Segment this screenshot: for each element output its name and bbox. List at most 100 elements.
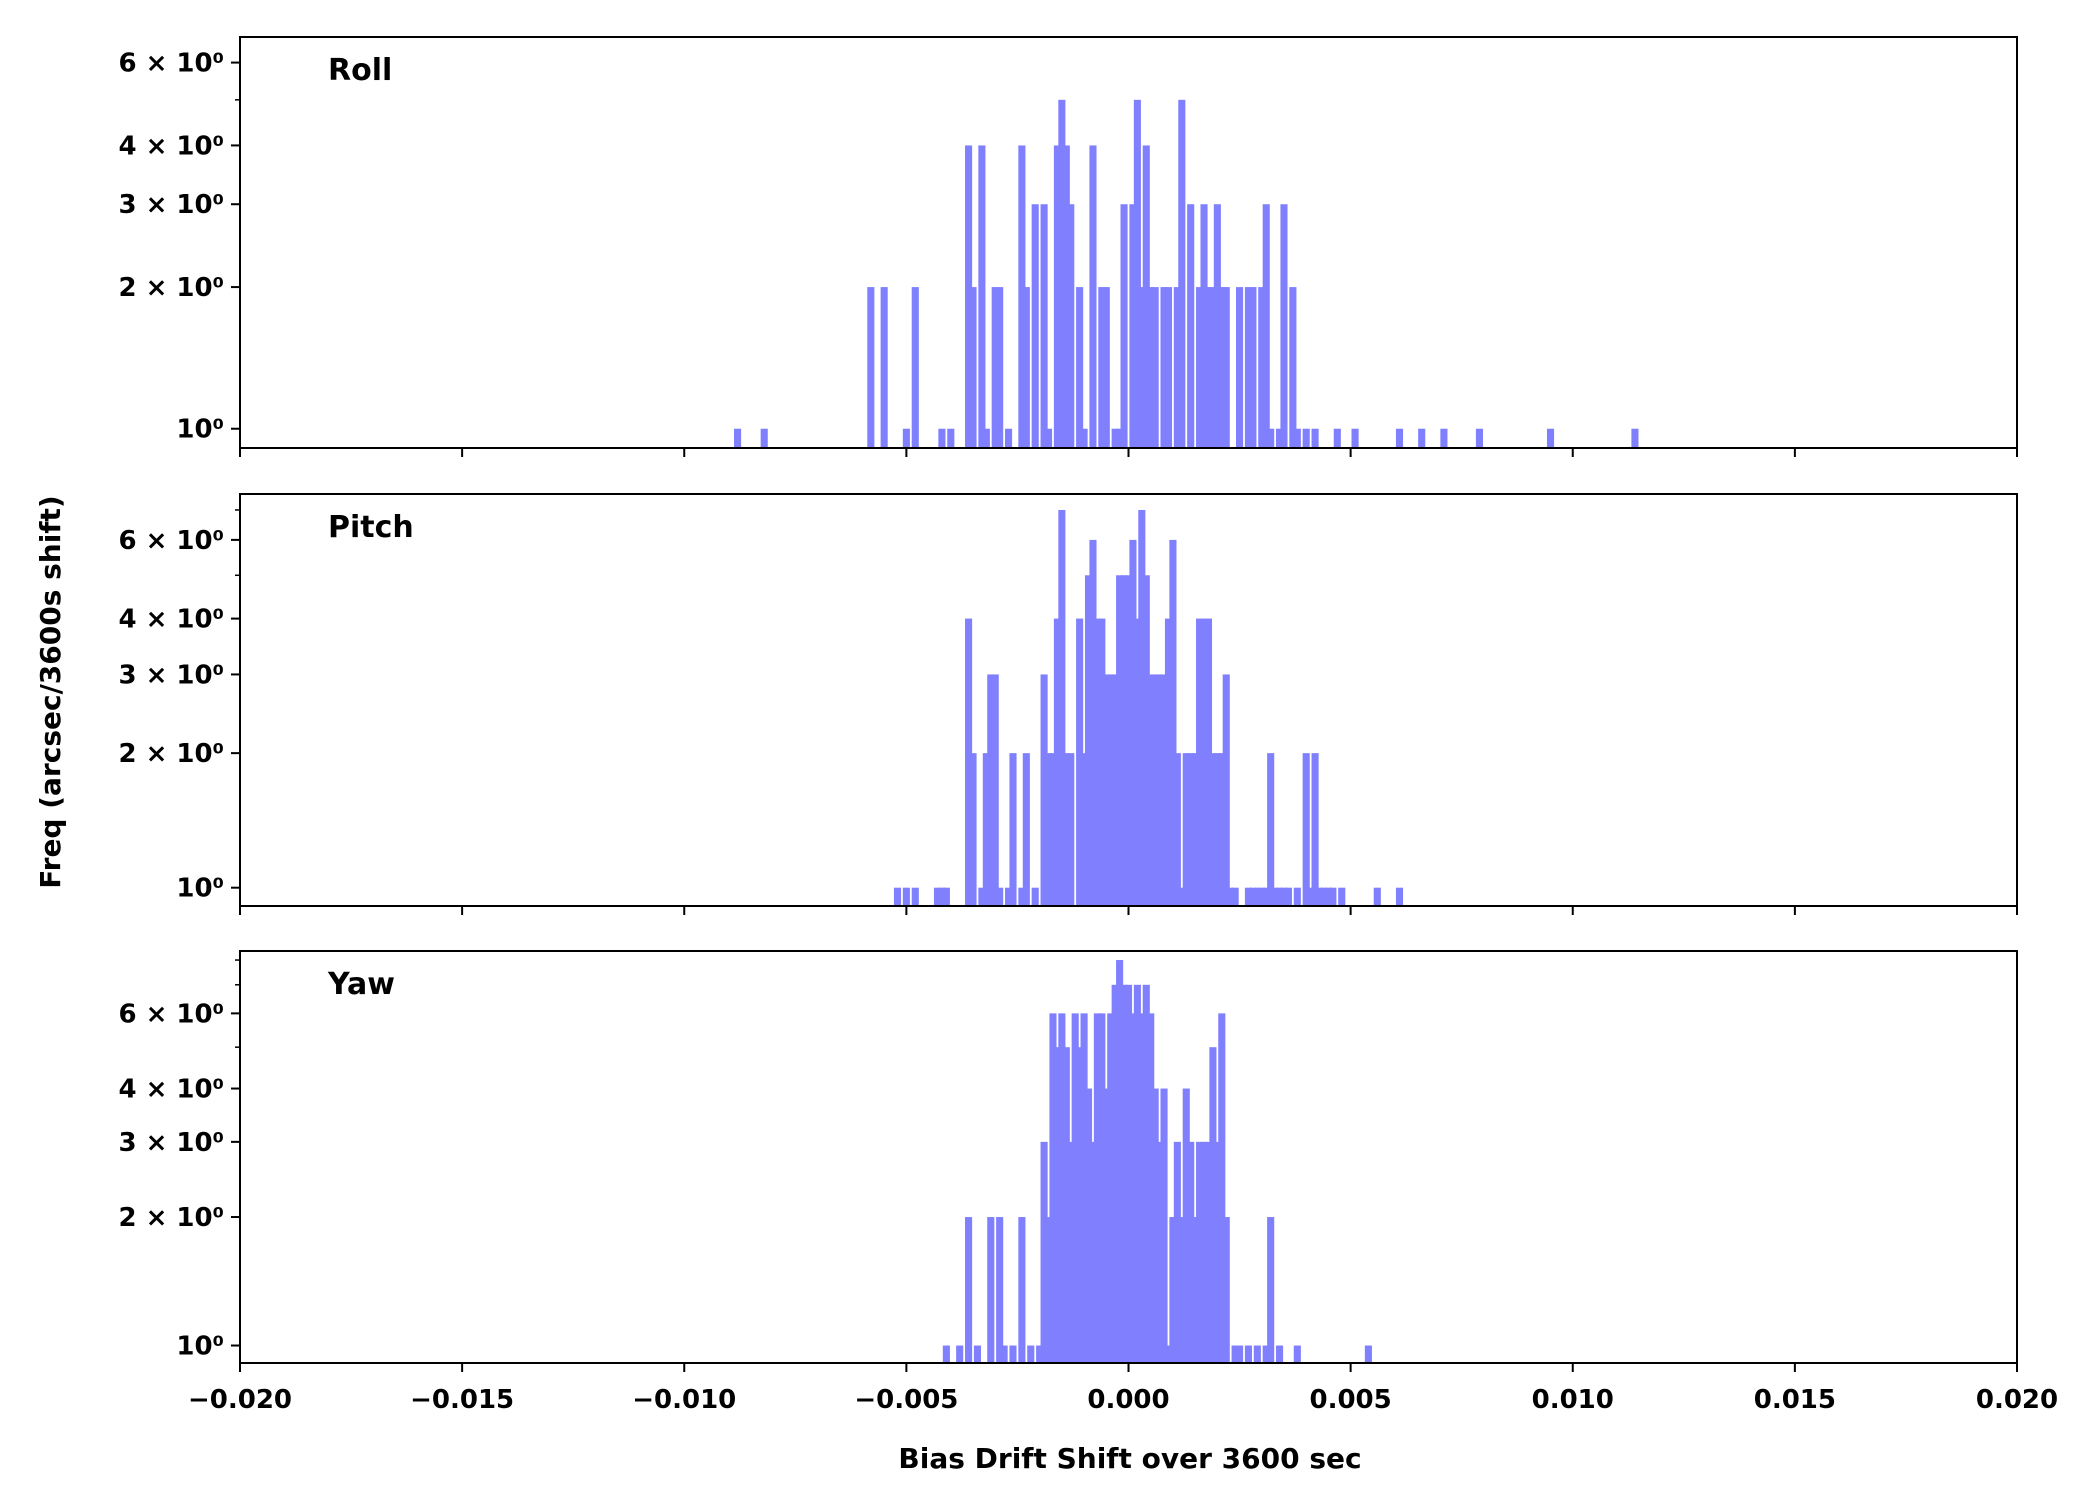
histogram-bar [1227, 887, 1235, 906]
panel-title: Yaw [327, 967, 395, 1002]
histogram-bar [1133, 99, 1141, 448]
histogram-bar [1244, 887, 1252, 906]
histogram-bar [1173, 287, 1181, 448]
histogram-bar [1218, 753, 1226, 906]
x-ticks [239, 1363, 2018, 1372]
histogram-bar [1187, 1141, 1195, 1363]
histogram-bar [1213, 753, 1221, 906]
histogram-bar [1040, 1141, 1048, 1363]
histogram-bar [1196, 618, 1204, 906]
histogram-bar [1218, 287, 1226, 448]
histogram-bar [1062, 145, 1070, 448]
plot-frame [239, 950, 2018, 1364]
histogram-bar [1111, 984, 1119, 1363]
histogram-bar [1178, 1217, 1186, 1363]
y-tick-label: 6 × 10⁰ [118, 49, 224, 79]
histogram-bar [1293, 887, 1301, 906]
histogram-bar [965, 145, 973, 448]
histogram-bar [1151, 674, 1159, 906]
y-tick-label: 6 × 10⁰ [118, 526, 224, 556]
histogram-bar [1160, 1088, 1168, 1363]
histogram-bar [1018, 1217, 1026, 1363]
histogram-bar [996, 887, 1004, 906]
histogram-bar [987, 1217, 995, 1363]
histogram-bar [1107, 1013, 1115, 1363]
histogram-bar [1222, 1217, 1230, 1363]
histogram-bar [1049, 1013, 1057, 1363]
histogram-bar [880, 287, 888, 448]
histogram-bar [1102, 674, 1110, 906]
histogram-bar [1111, 674, 1119, 906]
histogram-bar [947, 428, 955, 448]
histogram-bar [1040, 204, 1048, 448]
y-tick-label: 2 × 10⁰ [118, 273, 224, 303]
plot-frame [239, 36, 2018, 449]
histogram-bar [1395, 887, 1404, 906]
histogram-bar [1027, 1345, 1035, 1363]
histogram-bar [1098, 1013, 1106, 1363]
histogram-bar [1231, 887, 1239, 906]
histogram-bar [1076, 618, 1084, 906]
y-tick-label: 2 × 10⁰ [118, 1203, 224, 1233]
y-ticks: 10⁰ 2 × 10⁰ 3 × 10⁰ 4 × 10⁰ 6 × 10⁰ [118, 526, 240, 904]
histogram-bar [1062, 1047, 1070, 1363]
y-tick-label: 3 × 10⁰ [118, 660, 224, 690]
histogram-bar [1204, 618, 1213, 906]
histogram-bar [1071, 1013, 1079, 1363]
histogram-bar [969, 753, 977, 906]
histogram-bar [938, 428, 946, 448]
histogram-bar [942, 1345, 950, 1363]
histogram-bar [1315, 887, 1324, 906]
histogram-bar [1009, 753, 1017, 906]
histogram-bar [1005, 887, 1013, 906]
histogram-bar [1631, 428, 1639, 448]
histogram-bar [982, 753, 990, 906]
y-tick-label: 2 × 10⁰ [118, 739, 224, 769]
panel-pitch: 10⁰ 2 × 10⁰ 3 × 10⁰ 4 × 10⁰ 6 × 10⁰ Pitch [118, 493, 2018, 915]
histogram-bar [1395, 428, 1404, 448]
y-tick-label: 10⁰ [176, 415, 224, 445]
histogram-bar [1182, 753, 1190, 906]
histogram-bar [969, 287, 977, 448]
histogram-bar [1138, 287, 1146, 448]
histogram-bar [1093, 1013, 1101, 1363]
histogram-bar [1147, 287, 1155, 448]
x-tick-label: 0.005 [1310, 1385, 1392, 1415]
x-tick-label: 0.000 [1087, 1385, 1169, 1415]
bars [893, 509, 1404, 906]
histogram-bar [1049, 753, 1057, 906]
histogram-bar [1036, 1345, 1044, 1363]
histogram-bar [933, 887, 942, 906]
histogram-bar [1271, 887, 1279, 906]
histogram-bar [1018, 887, 1026, 906]
histogram-bar [1133, 618, 1141, 906]
histogram-bar [1018, 145, 1026, 448]
histogram-bar [1267, 1217, 1275, 1363]
histogram-bar [902, 887, 910, 906]
x-tick-label: 0.015 [1754, 1385, 1836, 1415]
histogram-bar [1098, 618, 1106, 906]
histogram-bar [965, 1217, 973, 1363]
histogram-bar [1289, 287, 1297, 448]
histogram-bar [1293, 1345, 1301, 1363]
histogram-bar [1107, 674, 1115, 906]
x-axis-label: Bias Drift Shift over 3600 sec [898, 1442, 1361, 1475]
histogram-bar [1169, 539, 1177, 906]
histogram-bar [1280, 887, 1288, 906]
histogram-bar [734, 428, 742, 448]
histogram-bar [1031, 887, 1039, 906]
histogram-bar [996, 287, 1004, 448]
histogram-bar [1058, 1013, 1066, 1363]
histogram-bar [1164, 1345, 1173, 1363]
histogram-bar [1151, 287, 1159, 448]
histogram-bar [893, 887, 902, 906]
histogram-bar [1000, 1345, 1008, 1363]
histogram-bar [1067, 204, 1075, 448]
histogram-bar [938, 887, 946, 906]
histogram-bar [1373, 887, 1381, 906]
histogram-bar [1418, 428, 1426, 448]
histogram-bar [902, 428, 910, 448]
histogram-bar [1142, 145, 1150, 448]
histogram-bar [991, 674, 999, 906]
y-tick-label: 3 × 10⁰ [118, 1128, 224, 1158]
